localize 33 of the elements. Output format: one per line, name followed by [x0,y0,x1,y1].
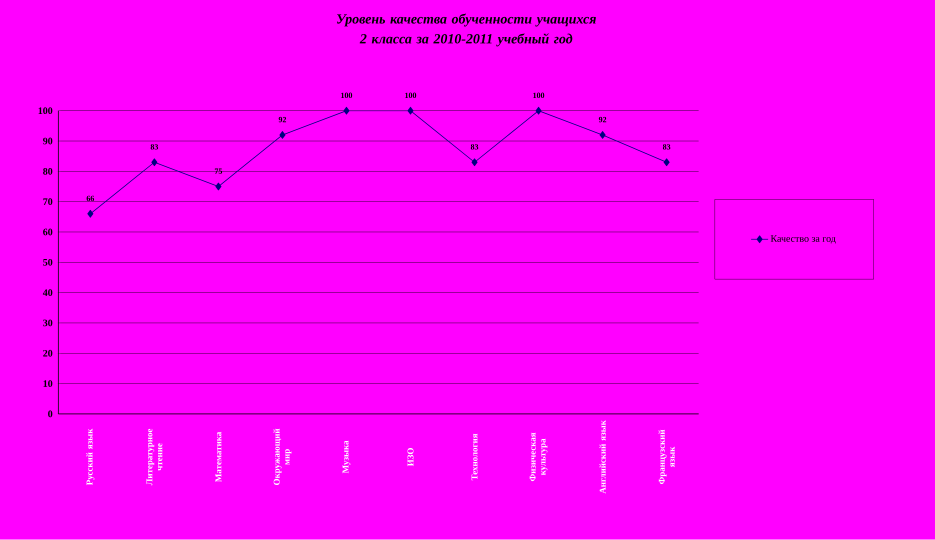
x-tick-label: Литературное чтение [146,429,162,486]
y-tick-label: 0 [48,410,52,418]
x-tick-label: Математика [215,432,222,482]
x-tick-label: Физическая культура [530,432,548,482]
x-tick-label: Русский язык [86,428,94,486]
legend-label: Качество за год [770,235,836,244]
point [343,107,350,115]
point [151,158,158,166]
y-tick-label: 70 [43,198,52,206]
point [215,182,222,191]
point [407,107,414,115]
point [600,131,606,140]
y-tick-label: 20 [43,350,52,357]
chart-title: Уровень качества обученности учащихся 2 класса за 2010-2011 учебный год [337,14,596,47]
x-tick-label: Французский язык [658,430,675,484]
point [472,158,478,166]
y-tick-label: 80 [43,168,52,175]
y-tick-label: 50 [43,259,52,266]
y-tick-label: 90 [43,138,52,145]
x-tick-label: ИЗО [407,448,414,466]
x-tick-label: Английский язык [599,420,606,494]
point [664,158,670,166]
y-tick-label: 60 [43,228,52,236]
y-tick-label: 30 [43,320,52,327]
y-tick-label: 10 [44,380,52,388]
y-tick-label: 40 [42,289,52,296]
point [279,131,286,140]
point [536,107,542,115]
x-tick-label: Технология [472,434,478,480]
x-tick-label: Музыка [342,440,350,474]
x-tick-label: Окружающий мир [273,428,292,486]
point [87,210,94,218]
y-tick-label: 100 [38,108,52,114]
